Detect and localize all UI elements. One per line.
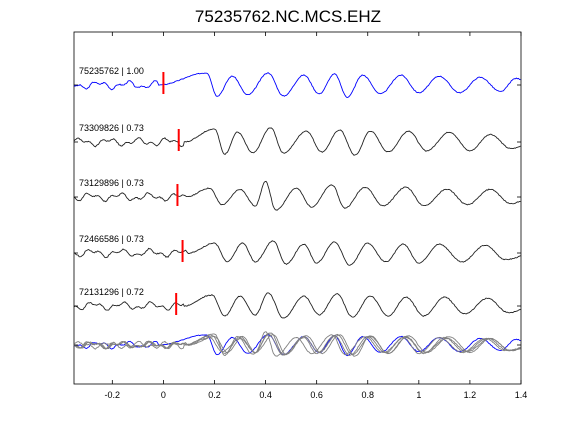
overlay-trace-line — [73, 332, 521, 357]
overlay-trace-line — [73, 333, 521, 356]
x-tick-label: 0.2 — [208, 390, 221, 400]
trace-line — [73, 72, 521, 98]
x-tick-label: 1 — [416, 390, 421, 400]
trace-label: 73129896 | 0.73 — [79, 178, 144, 188]
trace-label: 75235762 | 1.00 — [79, 66, 144, 76]
chart-title: 75235762.NC.MCS.EHZ — [195, 7, 381, 26]
x-tick-label: 0.8 — [361, 390, 374, 400]
x-tick-label: 1.4 — [515, 390, 528, 400]
trace-line — [73, 127, 521, 156]
x-tick-label: 0 — [161, 390, 166, 400]
overlay-trace-line — [73, 331, 521, 357]
picks-layer — [162, 72, 184, 315]
trace-line — [73, 292, 521, 319]
x-axis: -0.2 0 0.2 0.4 0.6 0.8 1 1.2 1.4 — [105, 32, 528, 400]
x-tick-label: 0.4 — [259, 390, 272, 400]
x-tick-label: 1.2 — [464, 390, 477, 400]
trace-line — [73, 180, 521, 211]
x-tick-label: 0.6 — [310, 390, 323, 400]
trace-labels-layer: 75235762 | 1.00 73309826 | 0.73 73129896 |… — [74, 66, 521, 346]
trace-line — [74, 240, 521, 266]
x-tick-label: -0.2 — [105, 390, 121, 400]
trace-label: 72466586 | 0.73 — [79, 234, 144, 244]
plot-area — [73, 31, 522, 385]
overlay-layer — [73, 331, 521, 357]
traces-layer — [73, 72, 521, 319]
overlay-trace-line — [74, 334, 521, 356]
trace-label: 72131296 | 0.72 — [79, 287, 144, 297]
trace-label: 73309826 | 0.73 — [79, 123, 144, 133]
